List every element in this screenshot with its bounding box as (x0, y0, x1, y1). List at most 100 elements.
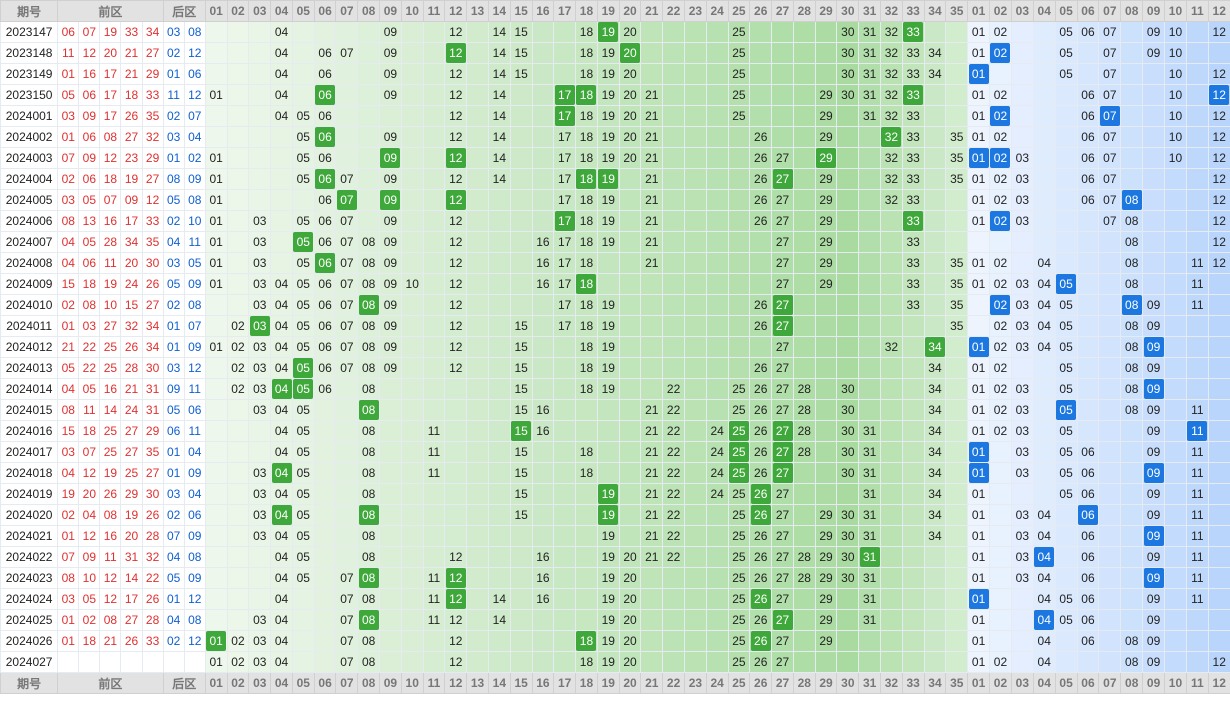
back-trend-cell (1164, 420, 1187, 442)
front-trend-cell (727, 210, 751, 232)
front-trend-cell (335, 483, 359, 505)
front-trend-cell (509, 210, 533, 232)
back-trend-cell: 01 (967, 357, 991, 379)
front-trend-cell: 27 (771, 378, 794, 400)
front-trend-cell: 21 (640, 189, 664, 211)
back-trend-cell: 09 (1142, 441, 1166, 463)
front-trend-cell (509, 147, 533, 169)
front-trend-cell (618, 399, 642, 421)
front-trend-cell: 33 (901, 42, 925, 64)
front-trend-cell (727, 336, 751, 358)
front-trend-cell: 09 (379, 252, 402, 274)
front-trend-cell (422, 273, 446, 295)
front-hit-cell: 33 (901, 84, 925, 106)
front-trend-cell (466, 315, 489, 337)
back-trend-cell (1207, 420, 1230, 442)
back-trend-cell: 10 (1164, 147, 1187, 169)
issue-number: 2024024 (0, 588, 59, 610)
back-trend-cell: 11 (1185, 294, 1209, 316)
front-trend-cell (270, 231, 293, 253)
back-draw-number: 01 (162, 336, 185, 358)
back-draw-number: 09 (183, 462, 206, 484)
front-trend-cell (335, 441, 359, 463)
front-trend-cell (858, 126, 882, 148)
back-trend-cell: 11 (1185, 399, 1209, 421)
front-trend-cell (749, 336, 773, 358)
front-draw-number: 29 (120, 483, 143, 505)
front-draw-number: 05 (78, 189, 101, 211)
back-trend-cell: 03 (1010, 189, 1034, 211)
back-trend-cell (1120, 420, 1144, 442)
front-hit-ball: 12 (445, 568, 466, 588)
front-trend-cell (291, 189, 315, 211)
table-row: 2024009 15 18 19 24 26 05 09 01 03 04 05 06 07 08 09 10 1… (0, 273, 1230, 295)
front-trend-cell: 18 (575, 126, 598, 148)
back-trend-cell (1076, 420, 1100, 442)
front-trend-cell (705, 21, 729, 43)
back-trend-cell (1120, 588, 1144, 610)
back-trend-cell (1164, 462, 1187, 484)
back-trend-cell (1010, 231, 1034, 253)
front-trend-cell: 16 (531, 546, 555, 568)
back-trend-cell (1185, 357, 1209, 379)
front-trend-cell (923, 273, 947, 295)
front-trend-cell: 29 (814, 231, 838, 253)
back-trend-cell: 10 (1164, 21, 1187, 43)
back-trend-cell (1010, 609, 1034, 631)
front-trend-cell: 27 (771, 189, 794, 211)
back-draw-number: 04 (162, 231, 185, 253)
table-row: 2024016 15 18 25 27 29 06 11 04 05 08 11 15 16 21 22 24 2… (0, 420, 1230, 442)
front-hit-ball: 06 (315, 85, 335, 105)
front-trend-cell (749, 63, 773, 85)
back-draw-number: 04 (183, 441, 206, 463)
back-trend-cell (1098, 588, 1122, 610)
front-trend-cell: 17 (553, 231, 577, 253)
front-hit-ball: 27 (772, 463, 793, 483)
header-front-col: 15 (509, 0, 533, 22)
front-trend-cell (923, 147, 947, 169)
table-row: 2024013 05 22 25 28 30 03 12 02 03 04 05 06 07 08 09 12 1… (0, 357, 1230, 379)
front-hit-cell: 19 (596, 483, 620, 505)
front-trend-cell: 30 (836, 504, 860, 526)
front-trend-cell: 03 (248, 609, 272, 631)
back-draw-number: 01 (162, 462, 185, 484)
front-trend-cell (466, 336, 489, 358)
back-trend-cell (1076, 378, 1100, 400)
back-hit-ball: 08 (1121, 190, 1142, 210)
front-trend-cell (640, 651, 664, 673)
table-row: 2024015 08 11 14 24 31 05 06 03 04 05 08 15 16 21 22 25 2… (0, 399, 1230, 421)
back-trend-cell: 02 (989, 189, 1012, 211)
front-trend-cell (487, 441, 511, 463)
front-trend-cell (683, 441, 707, 463)
back-trend-cell (1076, 63, 1100, 85)
back-trend-cell: 03 (1010, 399, 1034, 421)
header-front-col: 05 (291, 0, 315, 22)
front-trend-cell (291, 84, 315, 106)
back-trend-cell (1207, 567, 1230, 589)
front-draw-number: 16 (99, 525, 122, 547)
front-trend-cell: 03 (248, 504, 272, 526)
front-trend-cell: 05 (291, 462, 315, 484)
front-trend-cell: 16 (531, 273, 555, 295)
front-trend-cell (400, 525, 424, 547)
front-trend-cell: 04 (270, 273, 293, 295)
front-draw-number: 27 (141, 168, 164, 190)
front-trend-cell: 20 (618, 546, 642, 568)
front-trend-cell: 01 (204, 252, 228, 274)
back-trend-cell (1076, 252, 1100, 274)
front-trend-cell (248, 588, 272, 610)
front-trend-cell (836, 294, 860, 316)
front-trend-cell (509, 294, 533, 316)
front-trend-cell: 18 (575, 231, 598, 253)
header-back-col: 12 (1207, 672, 1230, 694)
front-trend-cell: 05 (291, 126, 315, 148)
back-trend-cell (1010, 252, 1034, 274)
back-hit-ball: 06 (1078, 505, 1098, 525)
front-trend-cell (487, 525, 511, 547)
front-trend-cell (444, 504, 468, 526)
issue-number: 2023148 (0, 42, 59, 64)
front-trend-cell: 17 (553, 252, 577, 274)
front-trend-cell (226, 273, 250, 295)
front-trend-cell: 18 (575, 441, 598, 463)
front-trend-cell: 14 (487, 609, 511, 631)
